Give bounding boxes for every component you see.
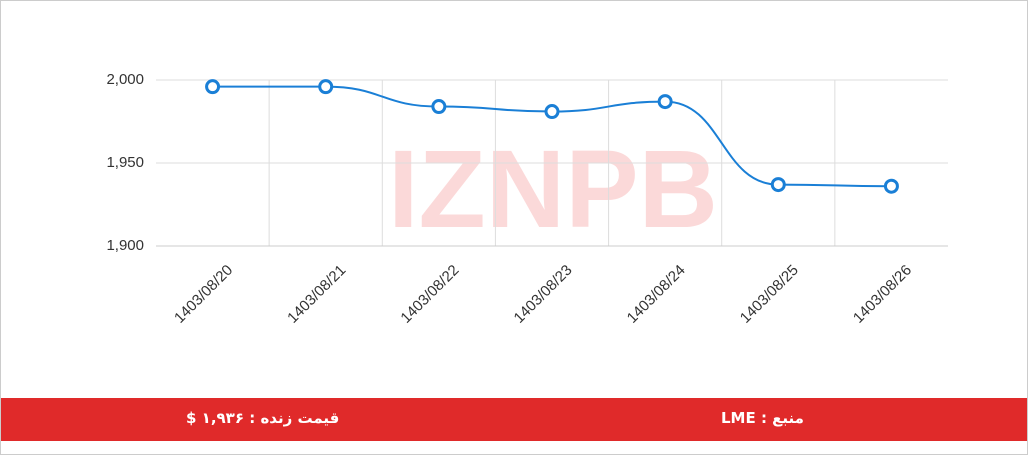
point [205, 79, 221, 95]
x-tick-label: 1403/08/25 [737, 262, 802, 327]
source: منبع : LME [721, 409, 804, 427]
x-tick-label: 1403/08/23 [511, 262, 576, 327]
x-tick-label: 1403/08/24 [624, 262, 689, 327]
x-tick-label: 1403/08/21 [284, 262, 349, 327]
footer-bar: قیمت زنده : ۱,۹۳۶ $ منبع : LME [1, 398, 1027, 441]
point [657, 94, 673, 110]
point [318, 79, 334, 95]
point [883, 178, 899, 194]
x-tick-label: 1403/08/26 [850, 262, 915, 327]
x-tick-label: 1403/08/20 [171, 262, 236, 327]
chart: IZNPB 1,900 1,950 2,000 1403/08/20 1403/08/2… [106, 71, 948, 327]
point [770, 177, 786, 193]
y-tick-label: 1,900 [106, 237, 144, 254]
y-tick-label: 1,950 [106, 154, 144, 171]
live-price: قیمت زنده : ۱,۹۳۶ $ [186, 409, 340, 427]
x-tick-label: 1403/08/22 [397, 262, 462, 327]
watermark: IZNPB [388, 128, 718, 251]
point [431, 99, 447, 115]
point [544, 104, 560, 120]
y-tick-label: 2,000 [106, 71, 144, 88]
